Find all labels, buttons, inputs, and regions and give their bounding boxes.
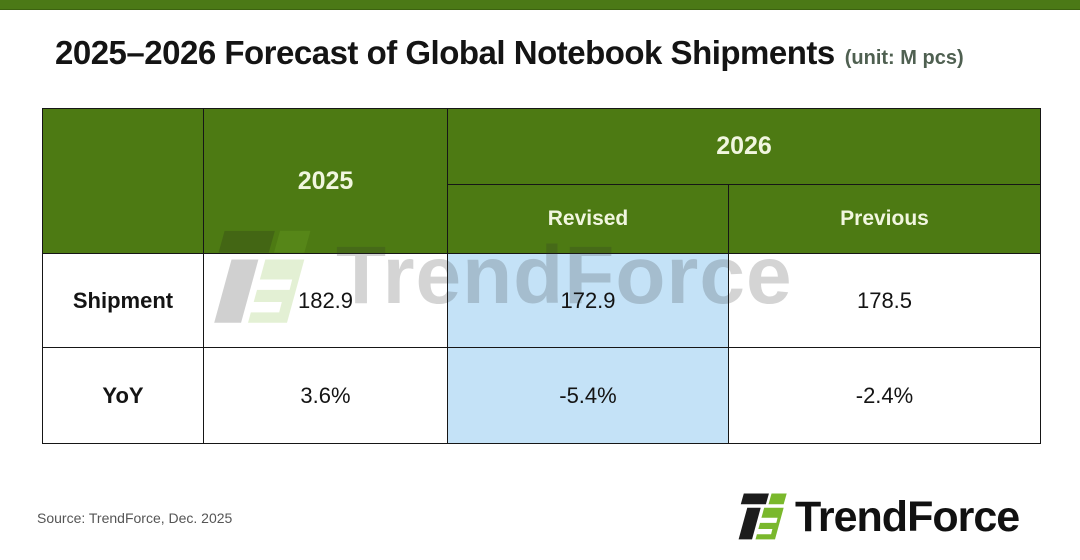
- row-label-shipment: Shipment: [42, 253, 204, 348]
- col-header-2026: 2026: [447, 108, 1041, 185]
- title-text: 2025–2026 Forecast of Global Notebook Sh…: [55, 34, 835, 71]
- logo-text: TrendForce: [795, 493, 1020, 542]
- row-label-yoy-text: YoY: [102, 382, 144, 408]
- forecast-table-container: 2025 2026 Revised Previous S: [42, 108, 1041, 444]
- cell-yoy-2025: 3.6%: [203, 347, 448, 444]
- cell-shipment-2025: 182.9: [203, 253, 448, 348]
- row-label-yoy: YoY: [42, 347, 204, 444]
- trendforce-logo-icon: [738, 493, 787, 540]
- cell-shipment-revised: 172.9: [447, 253, 729, 348]
- table-row-yoy: YoY 3.6% -5.4% -2.4%: [42, 347, 1041, 444]
- header-row-subcolumns: Revised Previous: [43, 184, 1041, 254]
- row-label-shipment-text: Shipment: [72, 287, 174, 313]
- cell-yoy-2025-value: 3.6%: [300, 382, 351, 408]
- cell-yoy-revised: -5.4%: [447, 347, 729, 444]
- corner-cell: [42, 108, 204, 254]
- cell-yoy-previous-value: -2.4%: [855, 382, 914, 408]
- cell-yoy-revised-value: -5.4%: [559, 382, 617, 408]
- page-title: 2025–2026 Forecast of Global Notebook Sh…: [55, 34, 964, 72]
- col-header-2025: 2025: [203, 108, 448, 254]
- col-header-2025-label: 2025: [297, 166, 354, 195]
- col-header-2026-label: 2026: [716, 132, 772, 160]
- col-header-revised-label: Revised: [547, 207, 629, 230]
- source-note: Source: TrendForce, Dec. 2025: [37, 510, 233, 526]
- cell-yoy-previous: -2.4%: [728, 347, 1041, 444]
- unit-label: (unit: M pcs): [844, 47, 964, 69]
- cell-shipment-previous-value: 178.5: [856, 287, 913, 313]
- cell-shipment-previous: 178.5: [728, 253, 1041, 348]
- col-header-revised: Revised: [447, 184, 729, 254]
- trendforce-logo: TrendForce: [736, 489, 1020, 543]
- forecast-table: 2025 2026 Revised Previous S: [42, 108, 1041, 444]
- cell-shipment-2025-value: 182.9: [297, 287, 354, 313]
- col-header-previous: Previous: [728, 184, 1041, 254]
- cell-shipment-revised-value: 172.9: [560, 287, 616, 313]
- header-row-years: 2025 2026: [42, 108, 1041, 254]
- top-accent-bar: [0, 0, 1080, 10]
- col-header-previous-label: Previous: [840, 207, 929, 230]
- table-row-shipment: Shipment 182.9 172.9 178.5: [42, 253, 1041, 348]
